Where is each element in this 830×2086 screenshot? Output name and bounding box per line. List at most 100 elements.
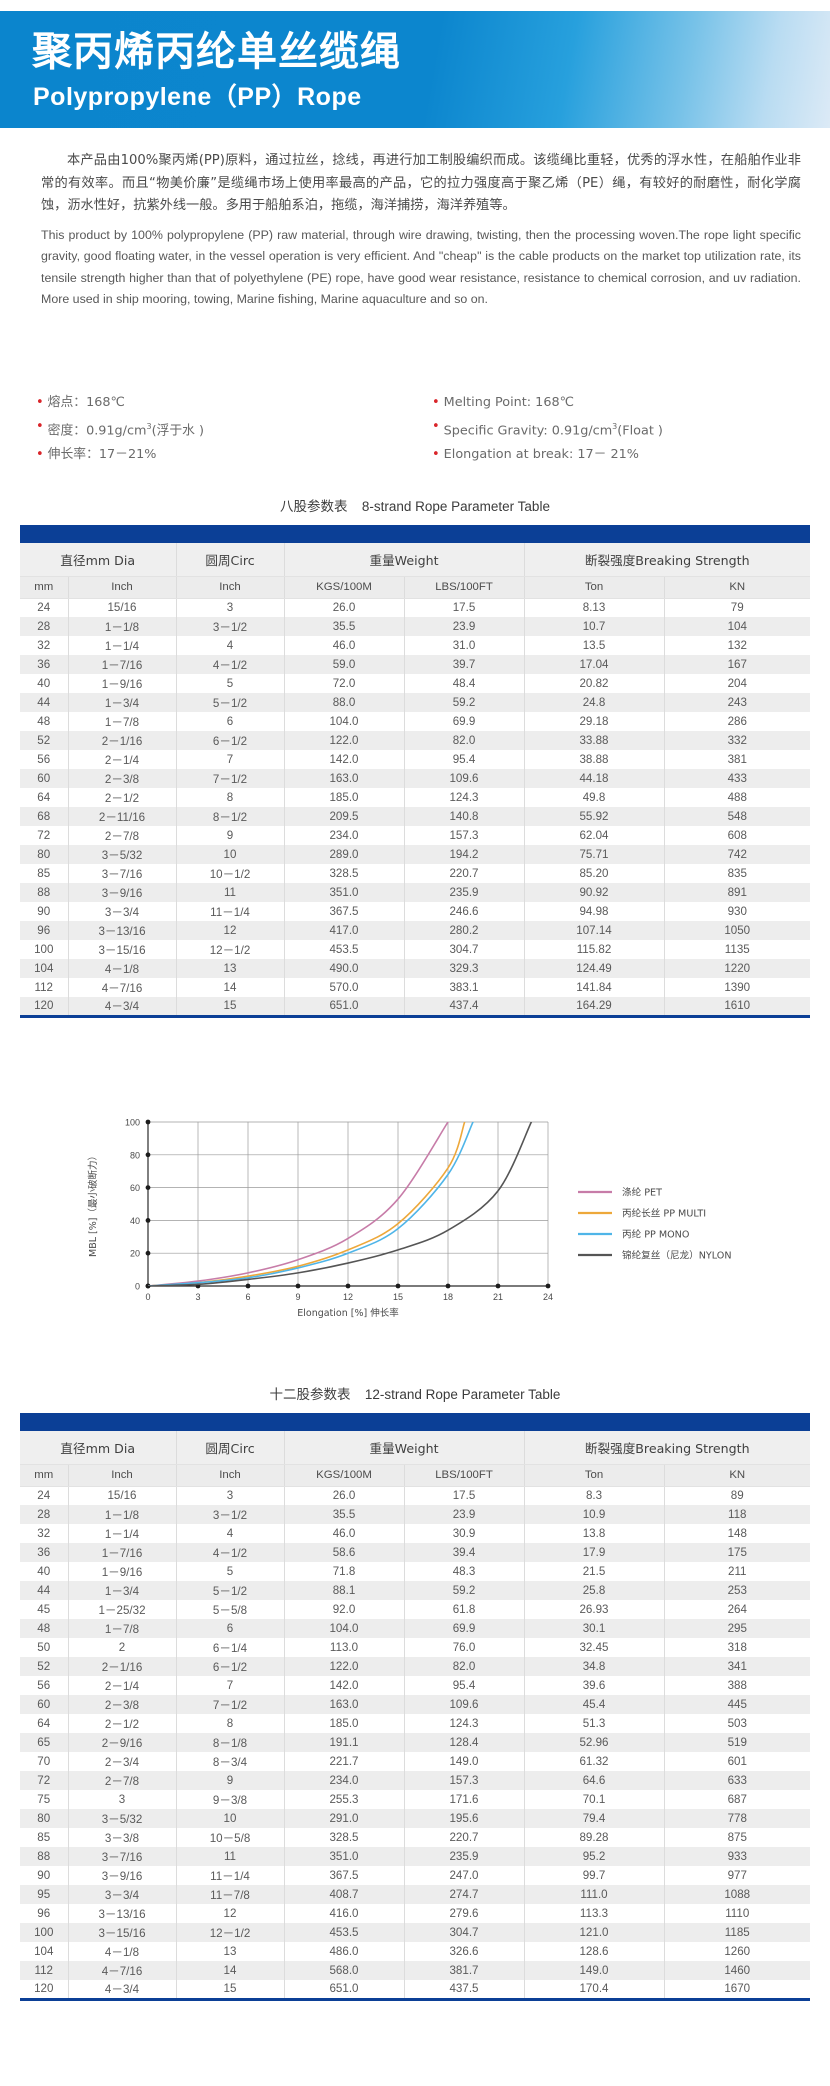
table-cell: 85 xyxy=(20,1828,69,1847)
table-row: 112 4－7/16 14 568.0 381.7 149.0 1460 xyxy=(20,1961,810,1980)
table-cell: 80 xyxy=(20,845,69,864)
table-cell: 835 xyxy=(664,864,810,883)
table-cell: 60 xyxy=(20,1695,69,1714)
table-row: 90 3－3/4 11－1/4 367.5 246.6 94.98 930 xyxy=(20,902,810,921)
table-cell: 100 xyxy=(20,940,69,959)
table-cell: 453.5 xyxy=(284,940,405,959)
table-row: 96 3－13/16 12 416.0 279.6 113.3 1110 xyxy=(20,1904,810,1923)
spec-text: 熔点：168℃ xyxy=(47,395,125,410)
table-cell: 4－3/4 xyxy=(68,1980,177,2001)
table-row: 75 3 9－3/8 255.3 171.6 70.1 687 xyxy=(20,1790,810,1809)
table-cell: 15/16 xyxy=(68,1486,177,1505)
spec-column-chinese: • 熔点：168℃ • 密度：0.91g/cm3(浮于水 ) • 伸长率：17－… xyxy=(36,392,416,468)
table-cell: 264 xyxy=(664,1600,810,1619)
table-cell: 24 xyxy=(20,598,69,617)
table-cell: 1088 xyxy=(664,1885,810,1904)
table-cell: 3 xyxy=(176,1486,285,1505)
table-cell: 3－13/16 xyxy=(68,1904,177,1923)
table-cell: 1－7/16 xyxy=(68,1543,177,1562)
table-cell: 104 xyxy=(664,617,810,636)
table-row: 112 4－7/16 14 570.0 383.1 141.84 1390 xyxy=(20,978,810,997)
table-cell: 341 xyxy=(664,1657,810,1676)
table-cell: 1－3/4 xyxy=(68,693,177,712)
svg-text:丙纶 PP MONO: 丙纶 PP MONO xyxy=(622,1229,690,1241)
table-row: 40 1－9/16 5 71.8 48.3 21.5 211 xyxy=(20,1562,810,1581)
table-title-cn: 十二股参数表 xyxy=(269,1387,351,1403)
sub-header-4: LBS/100FT xyxy=(404,1464,525,1487)
table-cell: 3－3/4 xyxy=(68,902,177,921)
table-title-12strand: 十二股参数表 12-strand Rope Parameter Table xyxy=(20,1383,810,1403)
svg-text:18: 18 xyxy=(443,1292,453,1302)
table-cell: 95.4 xyxy=(404,1676,525,1695)
sub-header-5: Ton xyxy=(524,1464,665,1487)
table-cell: 9 xyxy=(176,826,285,845)
svg-text:6: 6 xyxy=(245,1292,250,1302)
table-cell: 88.1 xyxy=(284,1581,405,1600)
svg-text:20: 20 xyxy=(130,1249,140,1259)
table-cell: 7 xyxy=(176,1676,285,1695)
table-cell: 39.4 xyxy=(404,1543,525,1562)
svg-text:21: 21 xyxy=(493,1292,503,1302)
page-banner: 聚丙烯丙纶单丝缆绳 Polypropylene（PP）Rope xyxy=(0,11,830,128)
svg-text:24: 24 xyxy=(543,1292,553,1302)
table-cell: 140.8 xyxy=(404,807,525,826)
table-cell: 3－7/16 xyxy=(68,1847,177,1866)
table-cell: 95.2 xyxy=(524,1847,665,1866)
mbl-elongation-chart: 0 20 40 60 80 100 0 3 6 9 12 15 18 21 24 MBL [%]（最小破断力）… xyxy=(70,1108,770,1323)
svg-text:100: 100 xyxy=(125,1118,140,1128)
table-cell: 157.3 xyxy=(404,826,525,845)
table-cell: 6 xyxy=(176,712,285,731)
table-cell: 23.9 xyxy=(404,1505,525,1524)
spec-text: Melting Point: 168℃ xyxy=(443,395,574,410)
table-cell: 70 xyxy=(20,1752,69,1771)
table-cell: 124.49 xyxy=(524,959,665,978)
table-cell: 38.88 xyxy=(524,750,665,769)
table-cell: 170.4 xyxy=(524,1980,665,2001)
table-cell: 80 xyxy=(20,1809,69,1828)
bullet-dot-icon: • xyxy=(36,447,44,463)
table-cell: 7 xyxy=(176,750,285,769)
table-cell: 875 xyxy=(664,1828,810,1847)
table-cell: 304.7 xyxy=(404,1923,525,1942)
table-cell: 274.7 xyxy=(404,1885,525,1904)
table-cell: 3－15/16 xyxy=(68,1923,177,1942)
table-cell: 7－1/2 xyxy=(176,1695,285,1714)
group-header-strength: 断裂强度Breaking Strength xyxy=(524,543,810,577)
table-cell: 194.2 xyxy=(404,845,525,864)
table-cell: 30.9 xyxy=(404,1524,525,1543)
svg-text:9: 9 xyxy=(295,1292,300,1302)
table-row: 100 3－15/16 12－1/2 453.5 304.7 121.0 1185 xyxy=(20,1923,810,1942)
table-cell: 104 xyxy=(20,959,69,978)
banner-title-en: Polypropylene（PP）Rope xyxy=(33,83,362,111)
table-row: 88 3－7/16 11 351.0 235.9 95.2 933 xyxy=(20,1847,810,1866)
table-row: 28 1－1/8 3－1/2 35.5 23.9 10.7 104 xyxy=(20,617,810,636)
table-row: 48 1－7/8 6 104.0 69.9 30.1 295 xyxy=(20,1619,810,1638)
sub-header-6: KN xyxy=(664,1464,810,1487)
table-cell: 20.82 xyxy=(524,674,665,693)
table-sub-header-row: mm Inch Inch KGS/100M LBS/100FT Ton KN xyxy=(20,576,810,599)
table-cell: 15 xyxy=(176,997,285,1018)
table-cell: 291.0 xyxy=(284,1809,405,1828)
table-cell: 1050 xyxy=(664,921,810,940)
table-cell: 1110 xyxy=(664,1904,810,1923)
table-cell: 2－3/8 xyxy=(68,1695,177,1714)
table-cell: 3 xyxy=(68,1790,177,1809)
table-row: 36 1－7/16 4－1/2 58.6 39.4 17.9 175 xyxy=(20,1543,810,1562)
table-cell: 21.5 xyxy=(524,1562,665,1581)
svg-text:12: 12 xyxy=(343,1292,353,1302)
table-cell: 453.5 xyxy=(284,1923,405,1942)
table-cell: 64 xyxy=(20,1714,69,1733)
table-cell: 568.0 xyxy=(284,1961,405,1980)
table-cell: 104 xyxy=(20,1942,69,1961)
table-cell: 4－1/8 xyxy=(68,1942,177,1961)
table-cell: 70.1 xyxy=(524,1790,665,1809)
table-cell: 1－1/8 xyxy=(68,617,177,636)
table-cell: 2－1/2 xyxy=(68,1714,177,1733)
table-cell: 49.8 xyxy=(524,788,665,807)
table-cell: 2－7/8 xyxy=(68,1771,177,1790)
table-cell: 149.0 xyxy=(524,1961,665,1980)
table-cell: 111.0 xyxy=(524,1885,665,1904)
table-cell: 326.6 xyxy=(404,1942,525,1961)
table-cell: 60 xyxy=(20,769,69,788)
